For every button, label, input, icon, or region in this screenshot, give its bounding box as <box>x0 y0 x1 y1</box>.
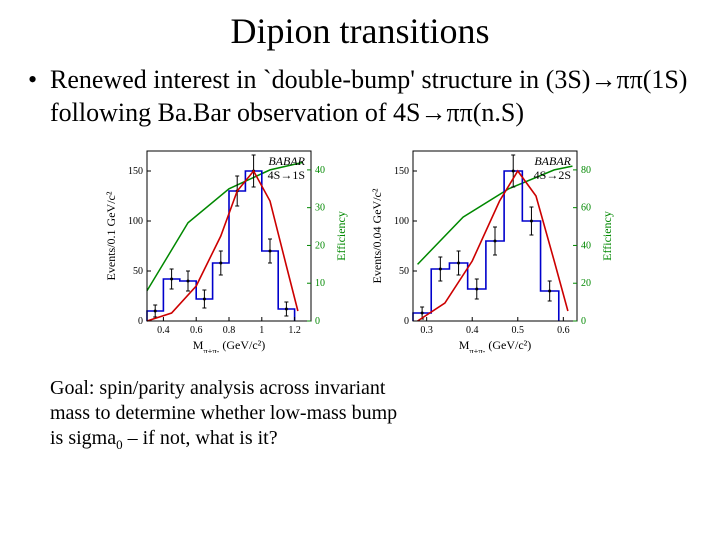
goal-line-2: mass to determine whether low-mass bump <box>50 402 397 424</box>
svg-text:Mπ+π- (GeV/c²): Mπ+π- (GeV/c²) <box>193 338 266 353</box>
svg-text:20: 20 <box>315 240 325 251</box>
slide-title: Dipion transitions <box>0 10 720 52</box>
goal-line-3a: is sigma <box>50 427 116 449</box>
svg-text:10: 10 <box>315 278 325 289</box>
svg-text:1: 1 <box>259 325 264 336</box>
bullet-item: Renewed interest in `double-bump' struct… <box>50 64 690 129</box>
svg-text:0.3: 0.3 <box>420 325 433 336</box>
goal-text: Goal: spin/parity analysis across invari… <box>50 376 470 453</box>
svg-text:50: 50 <box>133 266 143 277</box>
chart-4s-1s: 0.4 0.6 0.8 1 1.2 0 50 100 150 0 10 20 30 40 Mπ+π- (Ge… <box>103 143 351 358</box>
svg-text:100: 100 <box>394 216 409 227</box>
svg-text:100: 100 <box>128 216 143 227</box>
svg-text:BABAR: BABAR <box>534 154 571 168</box>
svg-text:0.4: 0.4 <box>466 325 479 336</box>
svg-text:0.5: 0.5 <box>512 325 525 336</box>
svg-text:0.6: 0.6 <box>557 325 570 336</box>
svg-text:150: 150 <box>394 166 409 177</box>
goal-line-3b: – if not, what is it? <box>123 427 278 449</box>
svg-text:Events/0.04 GeV/c²: Events/0.04 GeV/c² <box>370 188 384 283</box>
svg-text:0: 0 <box>315 316 320 327</box>
svg-text:Efficiency: Efficiency <box>600 211 614 261</box>
svg-text:4S→2S: 4S→2S <box>534 168 571 182</box>
svg-text:30: 30 <box>315 203 325 214</box>
svg-text:0.6: 0.6 <box>190 325 203 336</box>
svg-text:40: 40 <box>315 165 325 176</box>
svg-text:80: 80 <box>581 165 591 176</box>
svg-text:0.4: 0.4 <box>157 325 170 336</box>
svg-text:20: 20 <box>581 278 591 289</box>
chart-svg: 0.4 0.6 0.8 1 1.2 0 50 100 150 0 10 20 30 40 Mπ+π- (Ge… <box>103 143 351 353</box>
chart-4s-2s: 0.3 0.4 0.5 0.6 0 50 100 150 0 20 40 60 80 Mπ+π- (GeV… <box>369 143 617 358</box>
charts-row: 0.4 0.6 0.8 1 1.2 0 50 100 150 0 10 20 30 40 Mπ+π- (Ge… <box>0 143 720 358</box>
svg-text:50: 50 <box>399 266 409 277</box>
svg-text:0: 0 <box>404 316 409 327</box>
svg-text:4S→1S: 4S→1S <box>268 168 305 182</box>
svg-text:BABAR: BABAR <box>268 154 305 168</box>
svg-text:150: 150 <box>128 166 143 177</box>
svg-text:0.8: 0.8 <box>223 325 236 336</box>
svg-text:Mπ+π- (GeV/c²): Mπ+π- (GeV/c²) <box>459 338 532 353</box>
svg-text:Events/0.1 GeV/c²: Events/0.1 GeV/c² <box>104 191 118 280</box>
svg-text:1.2: 1.2 <box>288 325 301 336</box>
goal-line-1: Goal: spin/parity analysis across invari… <box>50 377 385 399</box>
svg-text:40: 40 <box>581 240 591 251</box>
svg-text:60: 60 <box>581 203 591 214</box>
svg-text:0: 0 <box>138 316 143 327</box>
svg-text:0: 0 <box>581 316 586 327</box>
chart-svg: 0.3 0.4 0.5 0.6 0 50 100 150 0 20 40 60 80 Mπ+π- (GeV… <box>369 143 617 353</box>
svg-text:Efficiency: Efficiency <box>334 211 348 261</box>
